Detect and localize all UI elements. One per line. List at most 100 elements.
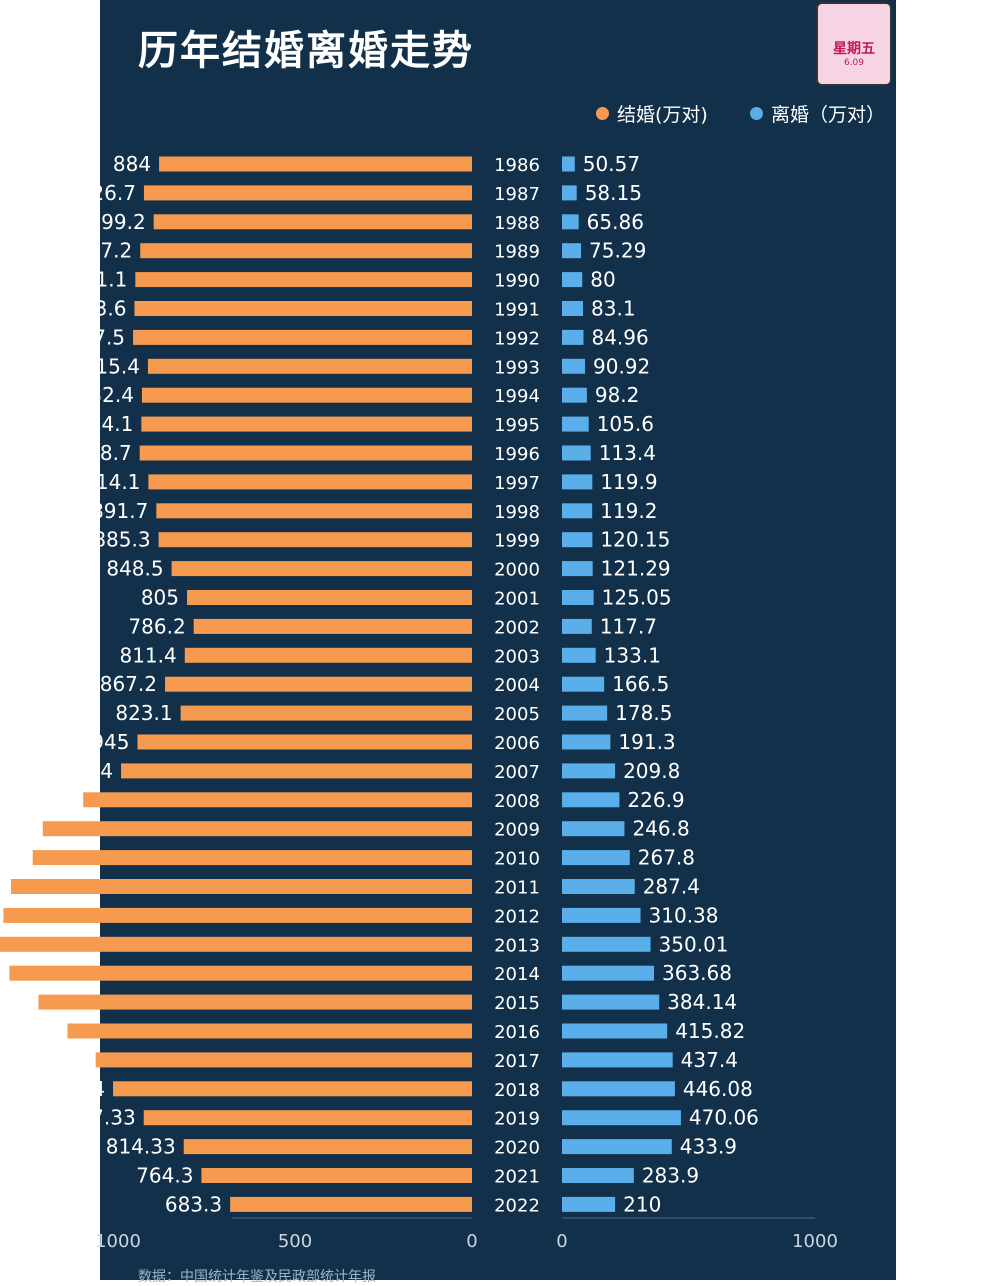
divorce-value-label: 166.5 [612, 672, 669, 696]
marriage-bar [38, 994, 472, 1010]
marriage-bar [141, 387, 472, 403]
year-label: 2003 [494, 646, 540, 667]
legend-divorce-swatch [750, 107, 763, 120]
year-label: 2020 [494, 1138, 540, 1159]
marriage-bar [140, 243, 472, 259]
year-label: 1989 [494, 242, 540, 263]
year-label: 2009 [494, 820, 540, 841]
divorce-bar [562, 532, 593, 548]
divorce-value-label: 433.9 [680, 1135, 737, 1159]
year-label: 1997 [494, 473, 540, 494]
year-label: 2007 [494, 762, 540, 783]
divorce-value-label: 50.57 [583, 152, 640, 176]
divorce-bar [562, 907, 641, 923]
year-label: 1999 [494, 531, 540, 552]
marriage-value-label: 926.7 [79, 181, 136, 205]
marriage-bar [143, 1110, 473, 1126]
year-label: 1992 [494, 328, 540, 349]
divorce-bar [562, 1081, 675, 1097]
marriage-value-label: 945 [91, 730, 129, 754]
divorce-bar [562, 561, 593, 577]
year-label: 2001 [494, 589, 540, 610]
marriage-value-label: 1098.3 [5, 788, 75, 812]
divorce-bar [562, 156, 575, 172]
divorce-bar [562, 1110, 681, 1126]
marriage-value-label: 848.5 [106, 557, 163, 581]
divorce-bar [562, 1023, 668, 1039]
divorce-value-label: 133.1 [604, 643, 661, 667]
right-axis-tick: 1000 [792, 1231, 838, 1252]
legend-divorce-label: 离婚（万对） [771, 104, 886, 126]
marriage-bar [42, 821, 473, 837]
divorce-value-label: 90.92 [593, 354, 650, 378]
marriage-bar [141, 416, 472, 432]
marriage-bar [230, 1196, 472, 1212]
marriage-bar [0, 936, 473, 952]
year-label: 1988 [494, 213, 540, 234]
marriage-bar [193, 618, 473, 634]
marriage-bar [165, 676, 472, 692]
marriage-bar [201, 1168, 472, 1183]
sticker-date: 6.09 [843, 58, 865, 68]
marriage-value-label: 934.1 [76, 412, 133, 436]
divorce-value-label: 350.01 [659, 932, 729, 956]
divorce-value-label: 120.15 [600, 528, 670, 552]
marriage-bar [148, 474, 472, 490]
divorce-value-label: 287.4 [643, 875, 700, 899]
marriage-value-label: 899.2 [88, 210, 145, 234]
marriage-bar [153, 214, 472, 230]
marriage-value-label: 915.4 [83, 354, 140, 378]
divorce-value-label: 113.4 [599, 441, 656, 465]
marriage-bar [9, 965, 473, 981]
marriage-value-label: 953.6 [69, 297, 126, 321]
marriage-value-label: 867.2 [100, 672, 157, 696]
year-label: 2022 [494, 1195, 540, 1216]
year-label: 1986 [494, 155, 540, 176]
sticker-label: 星期五 [833, 41, 875, 57]
divorce-value-label: 226.9 [627, 788, 684, 812]
divorce-bar [562, 1196, 616, 1212]
right-axis-tick: 0 [556, 1231, 567, 1252]
divorce-value-label: 437.4 [681, 1048, 738, 1072]
divorce-bar [562, 387, 587, 403]
year-label: 1993 [494, 357, 540, 378]
divorce-value-label: 125.05 [602, 586, 672, 610]
marriage-bar [159, 156, 472, 172]
divorce-value-label: 470.06 [689, 1106, 759, 1130]
legend-marriage-label: 结婚(万对) [617, 104, 708, 126]
legend-marriage: 结婚(万对) [596, 100, 708, 127]
year-label: 2000 [494, 560, 540, 581]
year-label: 1996 [494, 444, 540, 465]
marriage-value-label: 1241 [0, 846, 25, 870]
year-label: 1990 [494, 271, 540, 292]
marriage-value-label: 764.3 [136, 1164, 193, 1188]
divorce-value-label: 117.7 [600, 614, 657, 638]
divorce-bar [562, 1139, 672, 1155]
divorce-bar [562, 445, 591, 461]
year-label: 2010 [494, 849, 540, 870]
marriage-value-label: 951.1 [70, 268, 127, 292]
divorce-bar [562, 994, 660, 1010]
divorce-value-label: 210 [623, 1192, 661, 1216]
left-axis-tick: 0 [466, 1231, 477, 1252]
marriage-value-label: 683.3 [165, 1192, 222, 1216]
divorce-bar [562, 503, 593, 519]
marriage-bar [156, 503, 472, 519]
year-label: 2008 [494, 791, 540, 812]
marriage-value-label: 991.4 [56, 759, 113, 783]
marriage-value-label: 885.3 [93, 528, 150, 552]
divorce-value-label: 119.2 [600, 499, 657, 523]
marriage-value-label: 805 [141, 586, 179, 610]
divorce-value-label: 105.6 [597, 412, 654, 436]
divorce-bar [562, 821, 625, 837]
marriage-value-label: 1302.36 [0, 875, 3, 899]
marriage-value-label: 938.7 [74, 441, 131, 465]
divorce-value-label: 178.5 [615, 701, 672, 725]
marriage-bar [171, 561, 473, 577]
year-label: 2013 [494, 935, 540, 956]
divorce-bar [562, 705, 608, 721]
divorce-bar [562, 618, 592, 634]
divorce-bar [562, 243, 582, 259]
divorce-bar [562, 416, 589, 432]
